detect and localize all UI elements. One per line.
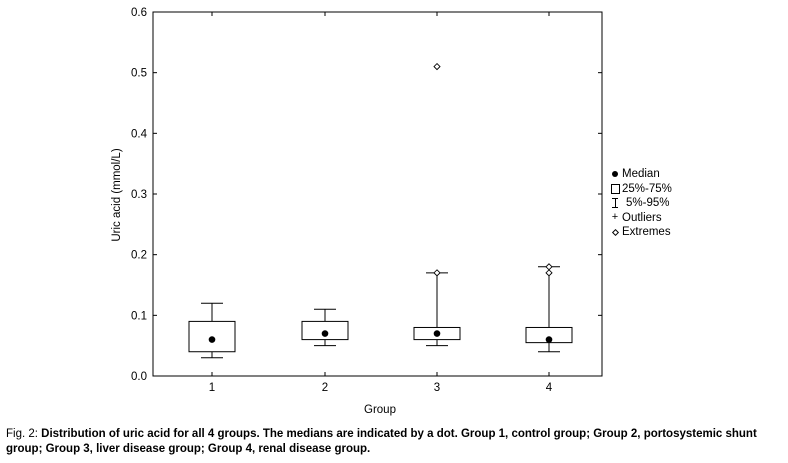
y-tick-label: 0.0 (131, 371, 147, 383)
legend-label-outliers: Outliers (622, 211, 662, 224)
box-group-3 (413, 62, 461, 347)
median-dot (321, 330, 329, 337)
legend-label-whisker: 5%-95% (626, 197, 670, 209)
legend-label-extremes: Extremes (622, 226, 671, 238)
caption-lead: Fig. 2: (6, 428, 42, 440)
diamond-icon (611, 228, 619, 236)
x-tick-label: 3 (434, 382, 440, 394)
plus-icon: + (611, 211, 619, 224)
median-dot (208, 336, 216, 343)
y-tick-label: 0.5 (131, 68, 147, 80)
median-dot (433, 330, 441, 337)
figure-caption: Fig. 2: Distribution of uric acid for al… (6, 427, 784, 457)
extreme-point (433, 269, 441, 277)
x-tick-label: 4 (546, 382, 553, 394)
legend: Median 25%-75% 5%-95% + Outliers Extreme… (608, 167, 672, 240)
legend-item-median: Median (608, 167, 672, 182)
y-axis-label: Uric acid (mmol/L) (111, 148, 123, 241)
box-group-2 (301, 308, 349, 347)
extreme-point (433, 62, 441, 71)
legend-item-iqr: 25%-75% (608, 182, 672, 197)
box-square-icon (610, 183, 620, 194)
y-tick-label: 0.3 (131, 189, 147, 201)
box-group-1 (188, 302, 236, 359)
x-tick-label: 2 (322, 382, 328, 394)
y-tick-label: 0.4 (131, 128, 148, 140)
y-tick-label: 0.2 (131, 250, 147, 262)
median-dot (545, 336, 553, 343)
legend-label-median: Median (622, 168, 660, 180)
box-group-4 (525, 263, 573, 353)
extreme-point (545, 263, 553, 271)
whisker-icon (611, 198, 619, 209)
x-axis-label: Group (364, 404, 396, 416)
y-tick-label: 0.6 (131, 7, 147, 19)
legend-item-extremes: Extremes (608, 225, 672, 240)
median-dot-icon (612, 171, 618, 178)
caption-body: Distribution of uric acid for all 4 grou… (6, 428, 757, 455)
legend-item-whisker: 5%-95% (608, 196, 672, 211)
extreme-point (545, 269, 553, 277)
legend-item-outliers: + Outliers (608, 211, 672, 226)
y-tick-label: 0.1 (131, 310, 147, 322)
legend-label-iqr: 25%-75% (622, 182, 672, 195)
x-tick-label: 1 (209, 382, 215, 394)
